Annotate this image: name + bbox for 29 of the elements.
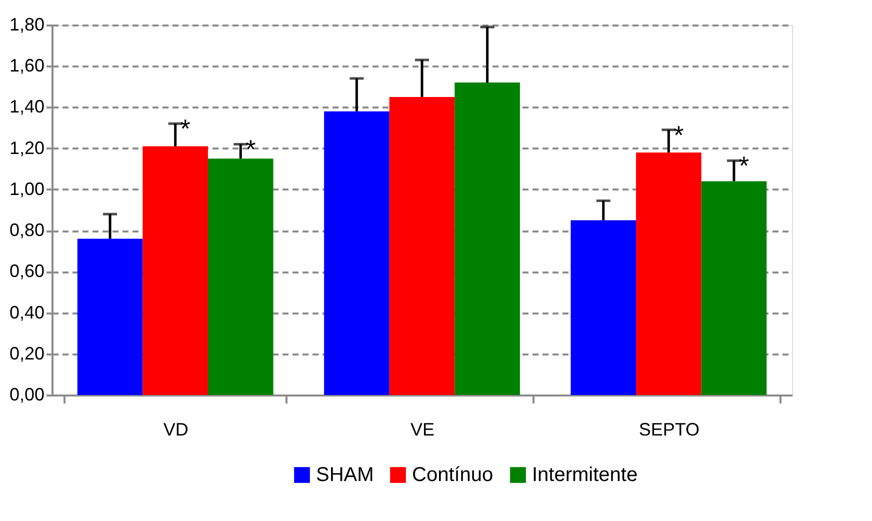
y-tick-label: 0,00 [9,384,44,404]
data-label: * [738,150,750,181]
x-tick-label: VE [410,420,435,440]
x-tick-label: SEPTO [638,420,700,440]
data-label: * [180,114,190,144]
y-tick-label: 1,40 [9,96,44,117]
x-tick-label: VD [163,420,188,440]
legend-label: SHAM [316,464,374,486]
bar [389,96,455,395]
bar [701,181,767,395]
data-label: * [246,134,256,164]
bar [142,146,208,395]
y-tick-label: 0,40 [9,302,44,322]
data-label: * [674,120,684,150]
y-tick-label: 0,20 [9,343,44,364]
y-tick-label: 1,80 [9,14,44,34]
y-tick-label: 0,80 [9,220,44,240]
legend-label: Contínuo [412,464,494,486]
bar [636,152,702,395]
y-tick-label: 1,20 [9,138,44,158]
legend-label: Intermitente [532,464,638,486]
bar [570,220,636,395]
bar [454,82,520,395]
bar [208,158,274,395]
bar [77,238,143,395]
y-tick-label: 0,60 [9,261,44,282]
y-tick-label: 1,00 [9,178,44,199]
bar [324,111,390,395]
y-tick-label: 1,60 [9,56,44,76]
